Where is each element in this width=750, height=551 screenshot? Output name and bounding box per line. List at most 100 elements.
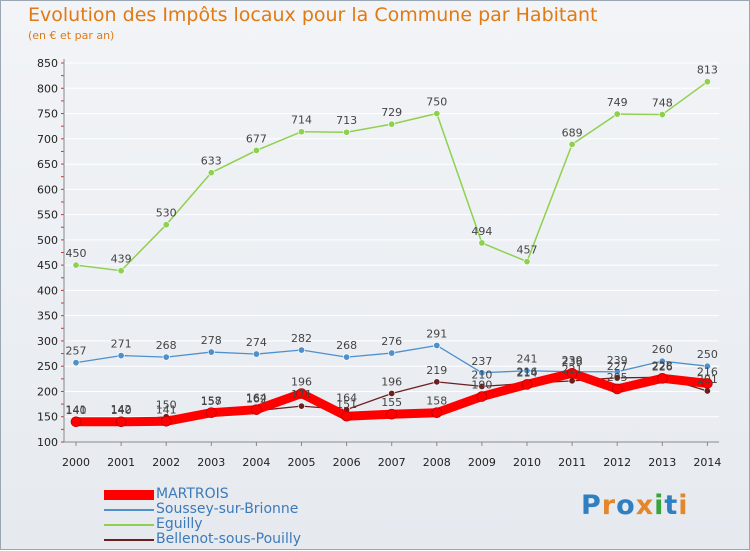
- x-tick-label: 2008: [423, 456, 451, 469]
- chart-title: Evolution des Impôts locaux pour la Comm…: [28, 4, 598, 26]
- x-tick-label: 2001: [107, 456, 135, 469]
- data-point: [207, 169, 215, 177]
- data-point: [703, 362, 711, 370]
- data-point: [478, 239, 486, 247]
- data-point: [72, 261, 80, 269]
- data-point: [252, 146, 260, 154]
- data-label: 201: [697, 373, 718, 386]
- legend-label: Bellenot-sous-Pouilly: [156, 531, 302, 547]
- data-label: 494: [471, 225, 492, 238]
- data-label: 677: [246, 132, 267, 145]
- data-point: [115, 416, 127, 428]
- data-label: 205: [607, 371, 628, 384]
- data-point: [160, 415, 172, 427]
- data-label: 190: [471, 379, 492, 392]
- data-point: [478, 382, 486, 390]
- data-label: 221: [562, 363, 583, 376]
- data-label: 749: [607, 96, 628, 109]
- data-point: [388, 389, 396, 397]
- legend-label: MARTROIS: [156, 486, 229, 502]
- y-tick-label: 850: [37, 57, 58, 70]
- logo-letter: t: [664, 490, 679, 521]
- x-tick-label: 2007: [378, 456, 406, 469]
- data-point: [72, 359, 80, 367]
- x-tick-label: 2012: [603, 456, 631, 469]
- y-tick-label: 750: [37, 108, 58, 121]
- data-label: 216: [697, 365, 718, 378]
- data-point: [388, 349, 396, 357]
- data-label: 748: [652, 97, 673, 110]
- y-tick-label: 600: [37, 183, 58, 196]
- data-point: [476, 391, 488, 402]
- y-tick-label: 450: [37, 259, 58, 272]
- data-point: [297, 402, 305, 410]
- data-label: 271: [111, 338, 132, 351]
- chart-subtitle: (en € et par an): [28, 29, 115, 42]
- y-tick-label: 200: [37, 385, 58, 398]
- logo-letter: P: [581, 490, 602, 521]
- data-label: 276: [381, 335, 402, 348]
- data-label: 239: [607, 354, 628, 367]
- data-point: [251, 404, 262, 415]
- logo-letter: i: [654, 490, 665, 521]
- data-label: 150: [156, 399, 177, 412]
- y-tick-label: 250: [37, 360, 58, 373]
- data-label: 714: [291, 114, 312, 127]
- data-label: 162: [246, 393, 267, 406]
- legend-swatch: [104, 539, 154, 541]
- logo-letter: r: [601, 490, 617, 521]
- data-point: [117, 352, 125, 360]
- x-tick-label: 2009: [468, 456, 496, 469]
- data-label: 713: [336, 114, 357, 127]
- legend-swatch: [104, 509, 154, 511]
- data-point: [162, 221, 170, 229]
- data-label: 216: [517, 365, 538, 378]
- data-label: 450: [66, 247, 87, 260]
- data-label: 274: [246, 336, 267, 349]
- data-label: 291: [426, 327, 447, 340]
- data-label: 457: [517, 244, 538, 257]
- x-tick-label: 2005: [288, 456, 316, 469]
- y-tick-label: 100: [37, 436, 58, 449]
- data-point: [613, 110, 621, 118]
- data-label: 219: [426, 364, 447, 377]
- data-point: [658, 111, 666, 119]
- y-tick-label: 800: [37, 82, 58, 95]
- y-tick-label: 650: [37, 158, 58, 171]
- legend-swatch: [104, 490, 154, 500]
- data-label: 237: [471, 355, 492, 368]
- x-tick-label: 2014: [693, 456, 721, 469]
- data-label: 151: [336, 398, 357, 411]
- data-point: [297, 128, 305, 136]
- y-tick-label: 350: [37, 310, 58, 323]
- legend-swatch: [104, 524, 154, 526]
- data-label: 228: [652, 359, 673, 372]
- data-label: 689: [562, 126, 583, 139]
- data-point: [388, 120, 396, 128]
- data-point: [433, 378, 441, 386]
- data-label: 257: [66, 345, 87, 358]
- x-tick-label: 2011: [558, 456, 586, 469]
- data-label: 633: [201, 155, 222, 168]
- x-tick-label: 2010: [513, 456, 541, 469]
- data-label: 439: [111, 253, 132, 266]
- legend-label: Eguilly: [156, 516, 203, 532]
- data-point: [433, 341, 441, 349]
- data-label: 196: [381, 375, 402, 388]
- data-label: 268: [336, 339, 357, 352]
- x-tick-label: 2003: [197, 456, 225, 469]
- data-point: [566, 367, 578, 379]
- data-point: [702, 378, 713, 389]
- data-label: 227: [607, 360, 628, 373]
- data-label: 260: [652, 343, 673, 356]
- y-tick-label: 500: [37, 234, 58, 247]
- data-point: [521, 379, 533, 390]
- data-point: [341, 410, 352, 422]
- data-label: 141: [156, 403, 177, 416]
- x-tick-label: 2006: [333, 456, 361, 469]
- data-label: 241: [517, 353, 538, 366]
- data-point: [343, 128, 351, 136]
- data-point: [162, 353, 170, 361]
